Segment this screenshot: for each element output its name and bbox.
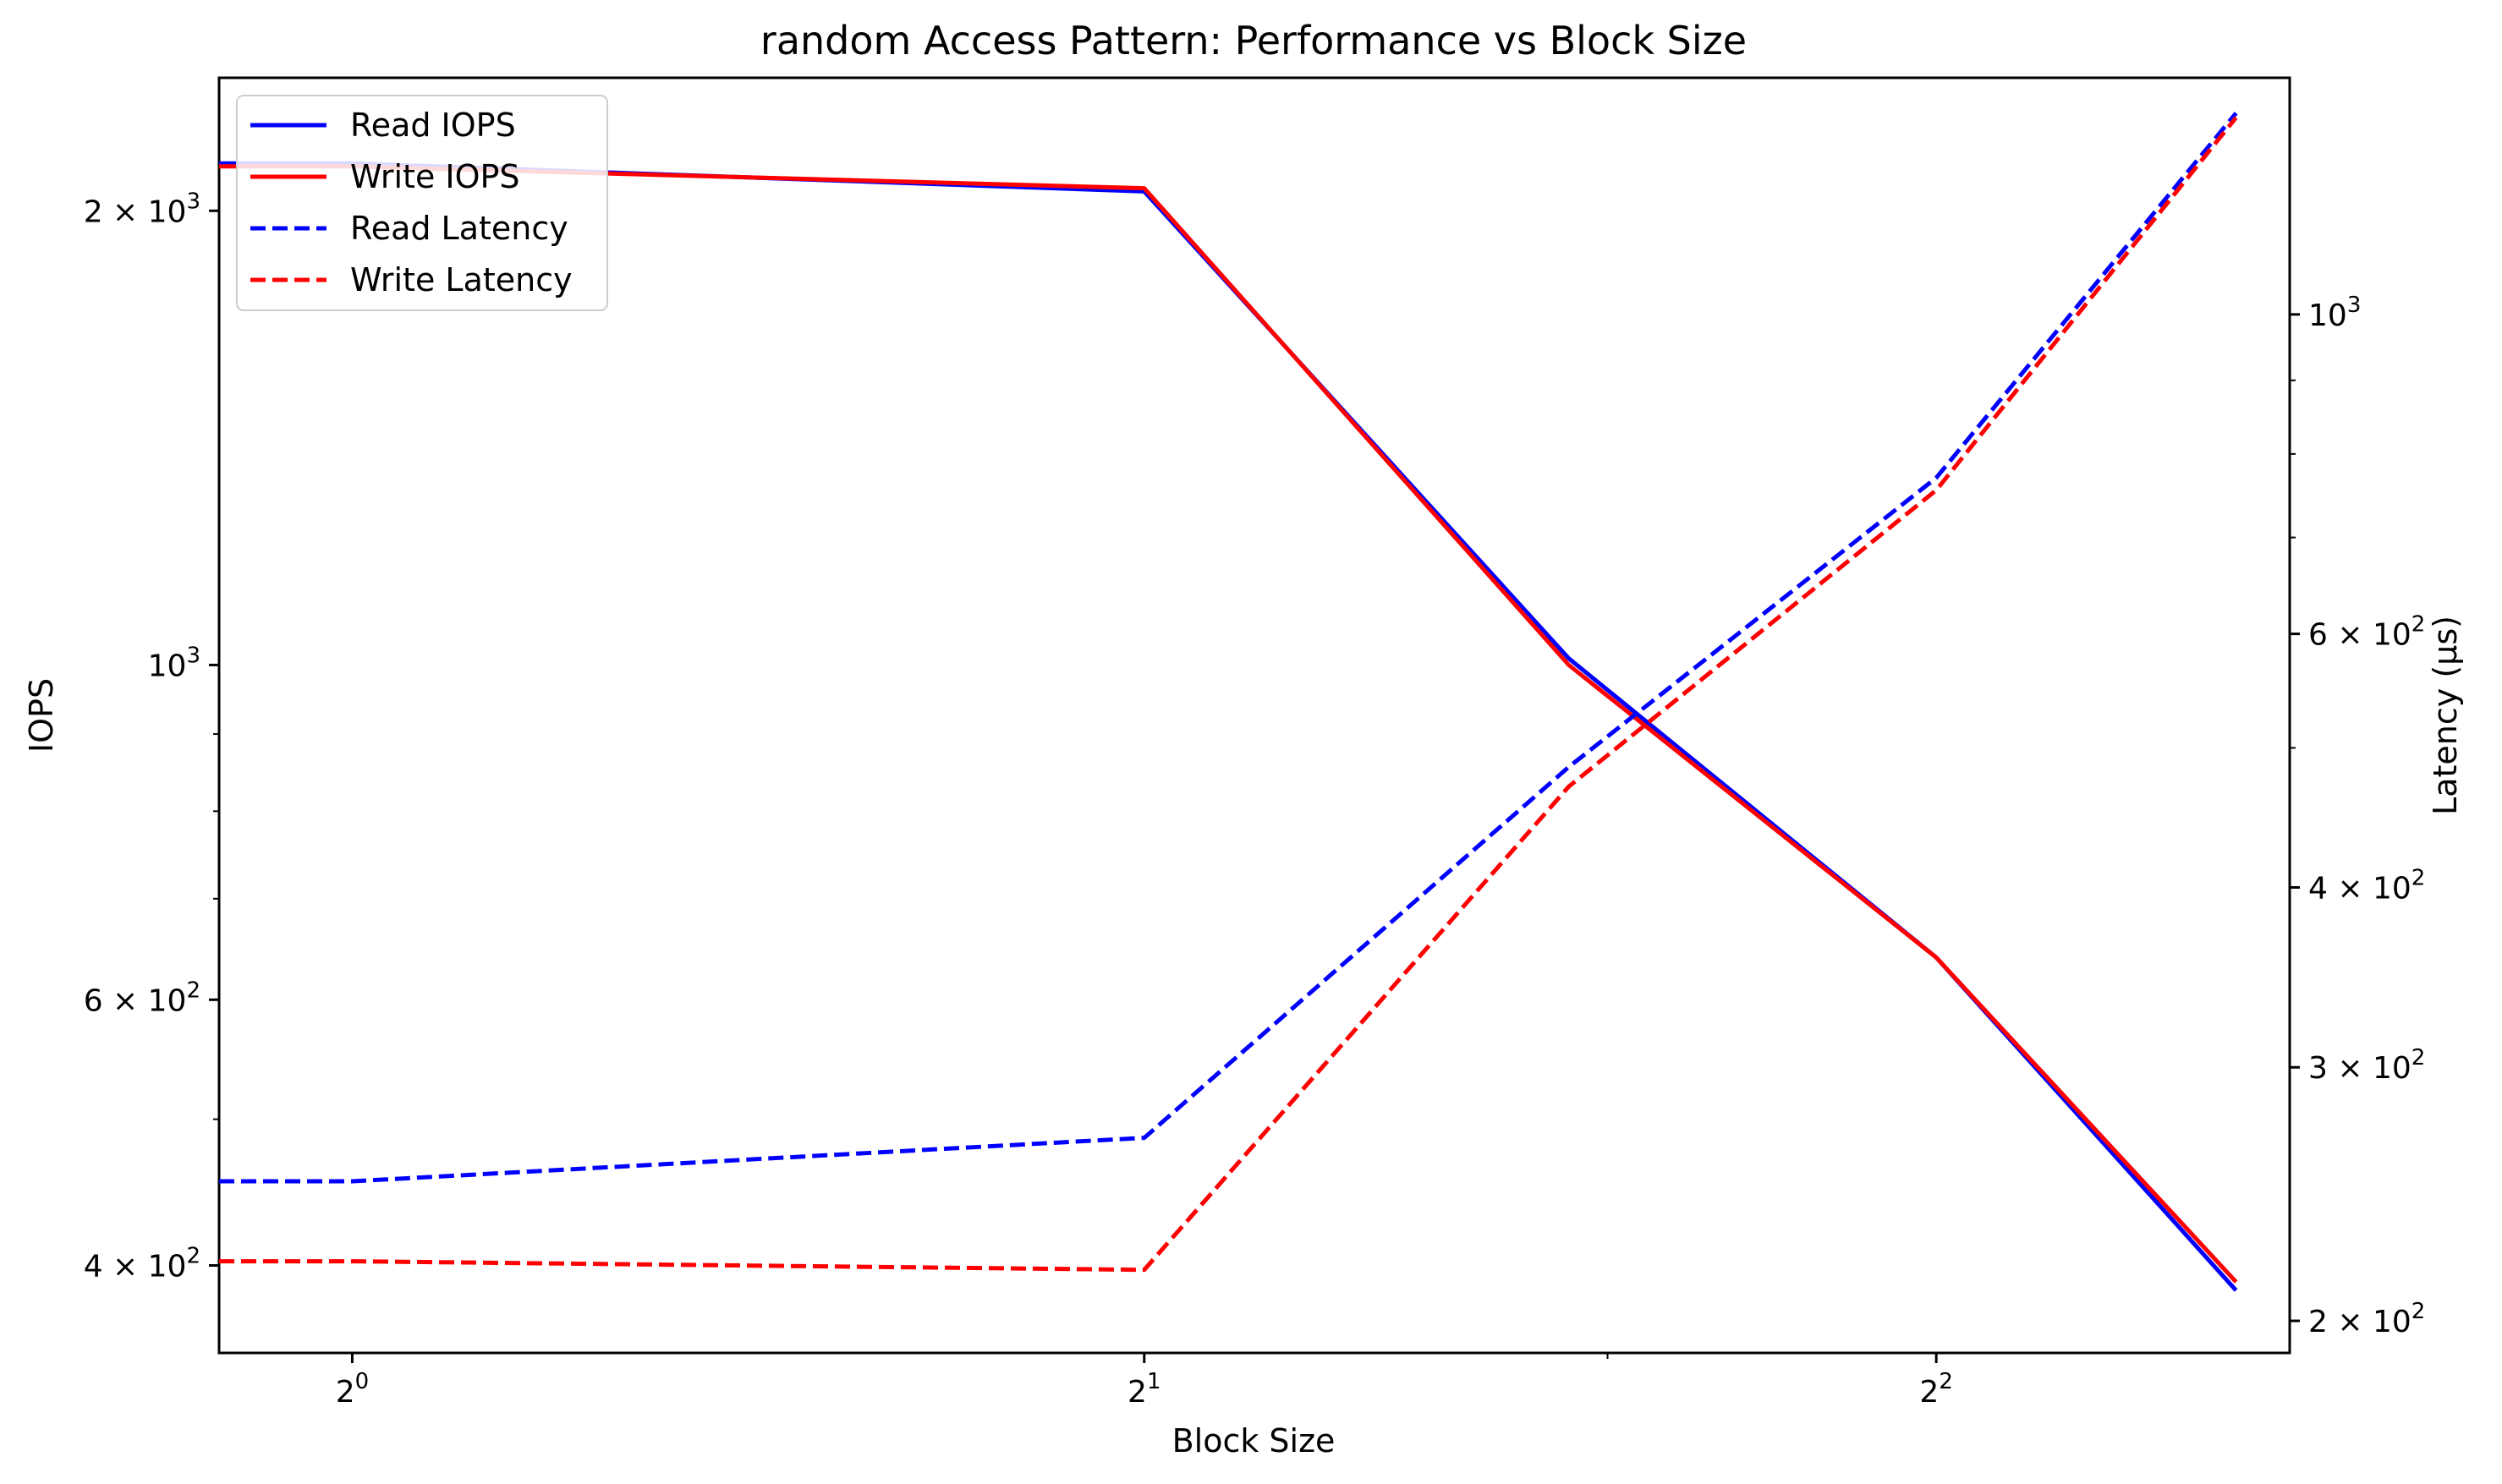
y-tick-label: 2 × 102 [2308, 1299, 2425, 1339]
y-tick-label: 103 [148, 643, 200, 683]
legend-label: Write Latency [350, 261, 573, 298]
y-tick-label: 4 × 102 [84, 1244, 200, 1284]
series-line-read-latency [219, 112, 2238, 1184]
series-line-write-latency [219, 116, 2238, 1273]
legend-label: Read Latency [350, 210, 568, 247]
x-axis-title: Block Size [1172, 1422, 1336, 1459]
y-axis-right-title: Latency (µs) [2427, 616, 2464, 815]
x-axis: 20 21 22 [336, 1353, 1953, 1410]
series-line-write-iops [219, 164, 2238, 1284]
y-tick-label: 6 × 102 [84, 977, 200, 1018]
x-tick-label: 20 [336, 1369, 369, 1410]
y-tick-label: 6 × 102 [2308, 612, 2425, 653]
y-tick-label: 3 × 102 [2308, 1045, 2425, 1086]
y-axis-left-title: IOPS [23, 678, 60, 753]
legend-label: Write IOPS [350, 158, 520, 195]
legend-label: Read IOPS [350, 107, 516, 144]
plot-area [217, 76, 2291, 1355]
chart-title: random Access Pattern: Performance vs Bl… [760, 18, 1747, 63]
y-axis-left: 4 × 102 6 × 102 103 2 × 103 [84, 189, 219, 1284]
legend: Read IOPS Write IOPS Read Latency Write Lat… [236, 95, 608, 311]
y-axis-right: 2 × 102 3 × 102 4 × 102 6 × 102 103 [2290, 293, 2425, 1339]
series-line-read-iops [219, 161, 2238, 1292]
x-tick-label: 22 [1919, 1369, 1952, 1410]
y-tick-label: 2 × 103 [84, 189, 200, 229]
y-tick-label: 103 [2308, 293, 2361, 333]
y-tick-label: 4 × 102 [2308, 865, 2425, 906]
legend-box [236, 95, 608, 311]
x-tick-label: 21 [1128, 1369, 1160, 1410]
